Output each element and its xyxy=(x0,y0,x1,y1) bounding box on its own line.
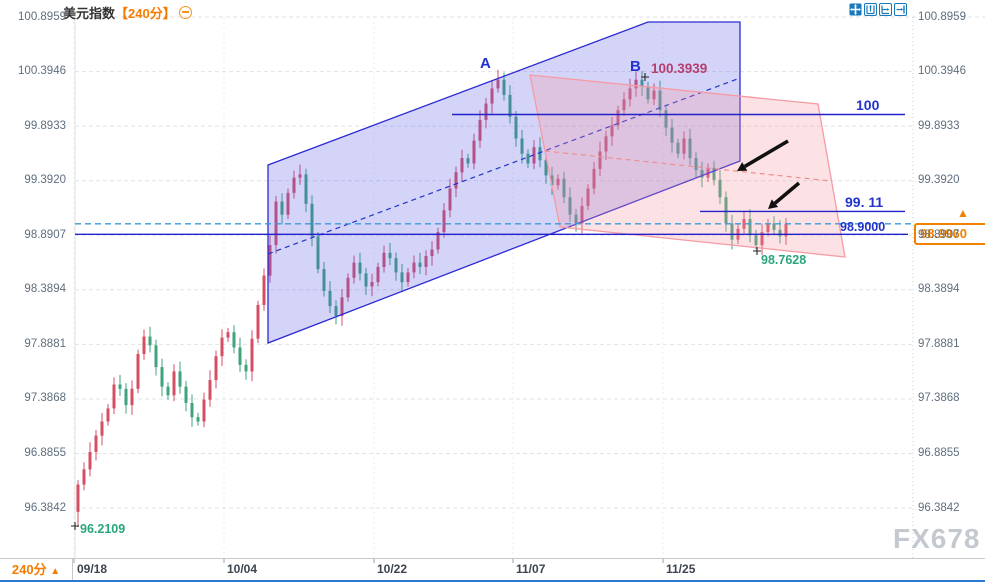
y-axis-label: 96.3842 xyxy=(24,502,66,514)
y-axis-label: 96.3842 xyxy=(918,502,960,514)
ascending-blue-channel-midline xyxy=(267,77,741,255)
window-bottom-edge xyxy=(0,580,985,582)
timeframe-label: 【240分】 xyxy=(115,6,176,21)
y-axis-label: 96.8855 xyxy=(918,447,960,459)
pan-icon[interactable] xyxy=(849,3,862,16)
y-axis-label: 98.8907 xyxy=(24,229,66,241)
timeframe-dropdown-arrow-icon: ▲ xyxy=(50,566,61,577)
chart-toolbar xyxy=(849,3,907,16)
y-axis-label: 99.8933 xyxy=(24,120,66,132)
wave-point-b-label: B xyxy=(630,58,641,75)
fx678-watermark: FX678 xyxy=(893,523,981,554)
x-axis-label: 11/07 xyxy=(516,562,546,576)
y-axis-label: 99.3920 xyxy=(918,174,960,186)
x-axis-label: 10/04 xyxy=(227,562,258,576)
cross-marker xyxy=(641,73,649,81)
ascending-blue-channel[interactable] xyxy=(267,21,741,344)
jump-to-latest-icon[interactable] xyxy=(894,3,907,16)
y-axis-label: 100.8959 xyxy=(918,11,966,23)
y-axis-label: 100.3946 xyxy=(18,65,66,77)
annotation-arrow[interactable] xyxy=(743,139,789,168)
y-axis-label: 96.8855 xyxy=(24,447,66,459)
descending-pink-channel[interactable] xyxy=(529,74,846,258)
y-axis-label: 98.8907 xyxy=(918,229,960,241)
candles xyxy=(76,69,788,527)
chart-title: 美元指数【240分】 xyxy=(63,3,192,22)
fit-horizontal-icon[interactable] xyxy=(879,3,892,16)
x-axis-label: 09/18 xyxy=(77,562,108,576)
x-axis-divider xyxy=(0,558,985,559)
descending-pink-channel-midline xyxy=(544,150,832,182)
annotation-arrow-head xyxy=(737,162,748,171)
y-axis-label: 99.8933 xyxy=(918,120,960,132)
annotation-arrow[interactable] xyxy=(773,181,801,205)
collapse-icon[interactable] xyxy=(178,6,192,19)
y-axis-label: 97.8881 xyxy=(24,338,66,350)
timeframe-selector[interactable]: 240分 ▲ xyxy=(0,559,73,580)
annotation-arrow-head xyxy=(768,199,779,209)
y-axis-label: 98.3894 xyxy=(918,283,960,295)
cross-marker xyxy=(753,247,761,255)
current-price-badge: 98.9960 xyxy=(914,223,985,245)
y-axis-label: 100.3946 xyxy=(918,65,966,77)
chart-low-price-label: 96.2109 xyxy=(80,522,126,536)
y-axis-label: 98.3894 xyxy=(24,283,66,295)
x-axis-label: 11/25 xyxy=(666,562,696,576)
hline-100-label: 100 xyxy=(856,97,880,113)
y-axis-label: 97.3868 xyxy=(24,392,66,404)
swing-low-price-label: 98.7628 xyxy=(761,253,807,267)
x-axis-label: 10/22 xyxy=(377,562,408,576)
instrument-name: 美元指数 xyxy=(63,6,116,21)
hline-98-9000-label: 98.9000 xyxy=(840,220,886,234)
y-axis-label: 100.8959 xyxy=(18,11,66,23)
point-b-price-label: 100.3939 xyxy=(651,61,708,76)
y-axis-label: 97.8881 xyxy=(918,338,960,350)
hline-99-11-label: 99. 11 xyxy=(845,194,884,210)
fit-vertical-icon[interactable] xyxy=(864,3,877,16)
y-axis-label: 99.3920 xyxy=(24,174,66,186)
y-axis-label: 97.3868 xyxy=(918,392,960,404)
price-up-arrow-icon: ▲ xyxy=(957,206,969,220)
cross-marker xyxy=(71,522,79,530)
timeframe-value: 240分 xyxy=(11,562,47,577)
wave-point-a-label: A xyxy=(480,55,491,72)
